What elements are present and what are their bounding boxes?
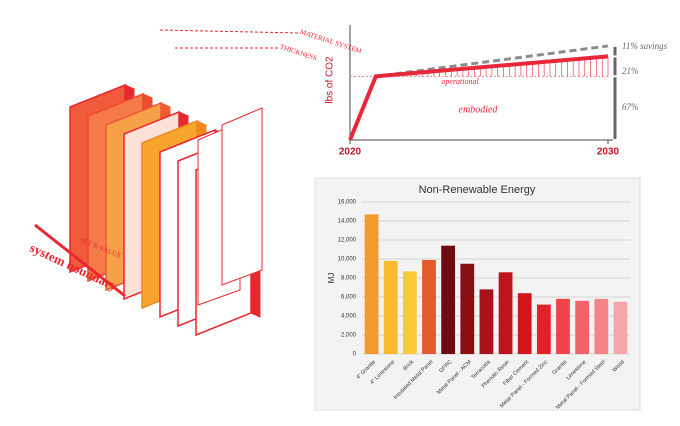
x-tick-label: 2030 — [597, 147, 620, 158]
bar — [613, 301, 628, 354]
bar — [536, 304, 551, 354]
annotation: operational — [441, 77, 479, 86]
y-axis-label: lbs of CO2 — [325, 56, 336, 104]
bar — [594, 298, 609, 354]
y-tick-label: 0 — [353, 352, 357, 358]
annotation: 11% savings — [622, 41, 668, 51]
x-tick-label: 2020 — [339, 147, 362, 158]
y-tick-label: 2,000 — [341, 333, 357, 339]
bar — [556, 298, 570, 354]
bar — [498, 272, 513, 354]
series-line — [348, 54, 609, 141]
annotation: embodied — [459, 104, 499, 115]
boundary — [34, 223, 126, 298]
stud — [221, 107, 263, 286]
y-tick-label: 4,000 — [341, 314, 357, 320]
y-tick-label: 14,000 — [338, 219, 357, 225]
y-tick-label: 12,000 — [338, 238, 357, 244]
y-tick-label: 6,000 — [341, 295, 357, 301]
bar — [383, 260, 398, 354]
y-tick-label: 16,000 — [338, 200, 357, 206]
y-tick-label: 8,000 — [341, 276, 357, 282]
bar — [422, 259, 436, 354]
bar — [364, 214, 379, 354]
y-tick-label: 10,000 — [338, 257, 357, 263]
bar — [575, 300, 590, 354]
bar — [441, 245, 456, 354]
annotation: 67% — [622, 102, 639, 112]
bar — [479, 289, 494, 354]
diagram-label: THICKNESS — [279, 43, 318, 63]
bar — [402, 271, 417, 354]
bar — [460, 263, 475, 354]
y-axis-label: MJ — [327, 273, 336, 284]
leader — [159, 29, 301, 34]
bar — [517, 293, 532, 354]
annotation: 21% — [622, 66, 639, 76]
chart-title: Non-Renewable Energy — [419, 184, 536, 196]
wall-diagram — [34, 29, 301, 337]
